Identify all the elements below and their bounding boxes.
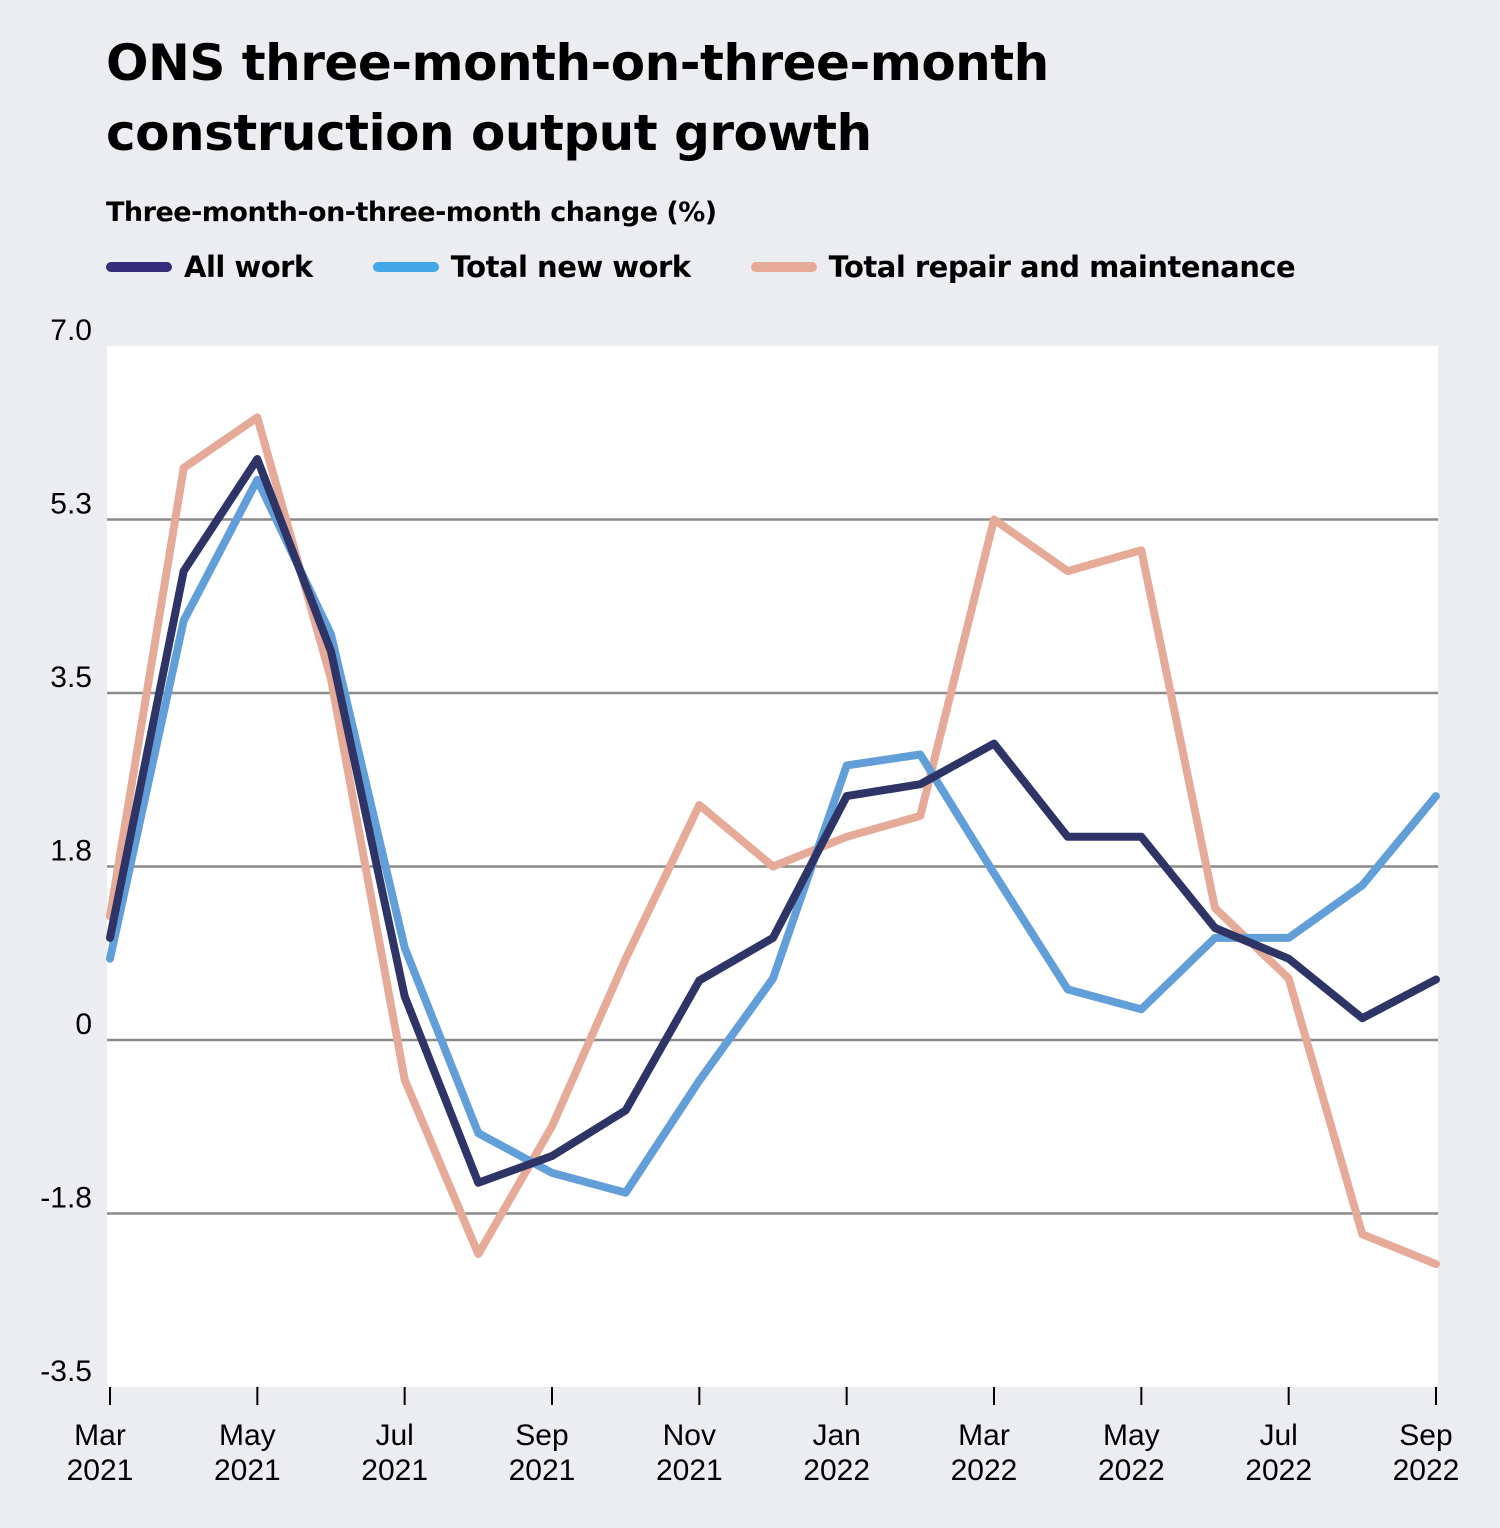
y-tick-label: -3.5	[40, 1355, 92, 1388]
y-tick-label: 3.5	[50, 661, 92, 694]
series-line-all-work	[106, 455, 1440, 1187]
x-tick-label-month: Jul	[375, 1419, 413, 1452]
series-line-total-repair-and-maintenance	[106, 413, 1440, 1269]
series-line-total-new-work	[106, 475, 1440, 1197]
y-axis-label: Three-month-on-three-month change (%)	[106, 197, 717, 228]
y-tick-label: 0	[75, 1008, 92, 1041]
x-tick-label-month: May	[1103, 1419, 1160, 1452]
legend-label-total-repair: Total repair and maintenance	[828, 250, 1296, 284]
x-tick-label-year: 2022	[951, 1454, 1018, 1487]
legend-item-all-work: All work	[106, 250, 313, 284]
x-tick-label-year: 2022	[1098, 1454, 1165, 1487]
x-tick-label-month: Jan	[812, 1419, 860, 1452]
legend-item-total-repair: Total repair and maintenance	[750, 250, 1296, 284]
legend-swatch-all-work	[106, 262, 172, 272]
y-axis-ticks: -3.5 -1.8 0 1.8 3.5 5.3 7.0	[40, 314, 92, 1388]
y-tick-label: 1.8	[50, 835, 92, 868]
x-tick-label-year: 2021	[67, 1454, 134, 1487]
legend-label-total-new-work: Total new work	[450, 250, 691, 284]
x-tick-label-month: Nov	[663, 1419, 716, 1452]
y-tick-label: -1.8	[40, 1182, 92, 1215]
x-tick-label-month: Jul	[1259, 1419, 1297, 1452]
chart-title-line-2: construction output growth	[106, 104, 872, 162]
y-tick-label: 5.3	[50, 488, 92, 521]
legend-label-all-work: All work	[184, 250, 313, 284]
x-tick-label-year: 2022	[1393, 1454, 1460, 1487]
x-tick-label-month: Sep	[1399, 1419, 1452, 1452]
x-tick-label-month: May	[219, 1419, 276, 1452]
chart-title-line-1: ONS three-month-on-three-month	[106, 34, 1049, 92]
x-tick-label-month: Mar	[958, 1419, 1010, 1452]
y-tick-label: 7.0	[50, 314, 92, 347]
x-tick-label-year: 2022	[803, 1454, 870, 1487]
series-lines	[106, 413, 1440, 1269]
x-tick-label-year: 2021	[656, 1454, 723, 1487]
legend-swatch-total-repair	[750, 262, 817, 272]
x-tick-label-year: 2021	[509, 1454, 576, 1487]
legend-swatch-total-new-work	[372, 262, 439, 272]
x-tick-label-month: Mar	[74, 1419, 126, 1452]
x-tick-label-year: 2021	[214, 1454, 281, 1487]
x-tick-label-year: 2022	[1245, 1454, 1312, 1487]
x-tick-label-year: 2021	[361, 1454, 428, 1487]
chart-title: ONS three-month-on-three-month construct…	[106, 28, 1306, 168]
x-tick-label-month: Sep	[515, 1419, 568, 1452]
x-axis-ticks: Mar2021May2021Jul2021Sep2021Nov2021Jan20…	[67, 1387, 1460, 1487]
legend: All work Total new work Total repair and…	[106, 250, 1355, 284]
legend-item-total-new-work: Total new work	[372, 250, 691, 284]
